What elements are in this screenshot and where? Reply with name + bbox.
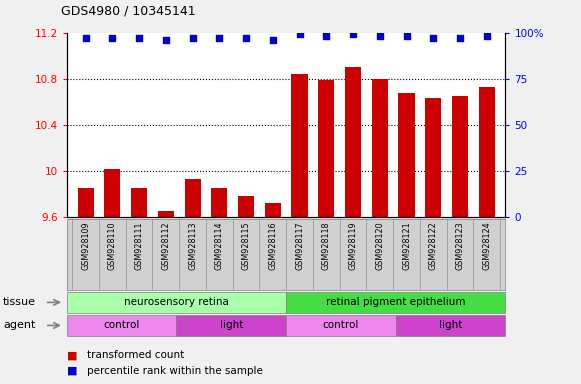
- Point: [402, 33, 411, 40]
- Text: GSM928120: GSM928120: [375, 221, 384, 270]
- Bar: [399, 93, 414, 384]
- Point: [429, 35, 438, 41]
- Point: [214, 35, 224, 41]
- Text: GSM928111: GSM928111: [135, 221, 144, 270]
- Point: [295, 31, 304, 38]
- Point: [161, 37, 170, 43]
- Point: [107, 35, 117, 41]
- Text: GDS4980 / 10345141: GDS4980 / 10345141: [61, 4, 196, 17]
- Point: [322, 33, 331, 40]
- Bar: [131, 188, 147, 384]
- Text: GSM928113: GSM928113: [188, 221, 197, 270]
- Bar: [177, 315, 286, 336]
- Bar: [158, 211, 174, 384]
- Bar: [396, 315, 505, 336]
- Bar: [67, 292, 286, 313]
- Text: GSM928118: GSM928118: [322, 221, 331, 270]
- Text: GSM928121: GSM928121: [402, 221, 411, 270]
- Text: GSM928116: GSM928116: [268, 221, 277, 270]
- Text: GSM928122: GSM928122: [429, 221, 437, 270]
- Point: [241, 35, 250, 41]
- Text: control: control: [323, 320, 359, 331]
- Text: transformed count: transformed count: [87, 350, 184, 360]
- Bar: [265, 203, 281, 384]
- Text: ■: ■: [67, 350, 77, 360]
- Bar: [286, 315, 396, 336]
- Text: tissue: tissue: [3, 297, 36, 308]
- Bar: [104, 169, 120, 384]
- Bar: [211, 188, 227, 384]
- Text: GSM928109: GSM928109: [81, 221, 90, 270]
- Point: [81, 35, 90, 41]
- Point: [375, 33, 385, 40]
- Text: GSM928110: GSM928110: [108, 221, 117, 270]
- Text: retinal pigment epithelium: retinal pigment epithelium: [326, 297, 465, 308]
- Text: GSM928119: GSM928119: [349, 221, 357, 270]
- Bar: [452, 96, 468, 384]
- Text: GSM928114: GSM928114: [215, 221, 224, 270]
- Point: [456, 35, 465, 41]
- Bar: [238, 196, 254, 384]
- Bar: [292, 74, 307, 384]
- Point: [268, 37, 277, 43]
- Text: GSM928124: GSM928124: [482, 221, 492, 270]
- Text: GSM928117: GSM928117: [295, 221, 304, 270]
- Text: ■: ■: [67, 366, 77, 376]
- Bar: [286, 292, 505, 313]
- Bar: [77, 188, 94, 384]
- Point: [134, 35, 144, 41]
- Text: GSM928112: GSM928112: [162, 221, 170, 270]
- Bar: [67, 315, 177, 336]
- Bar: [318, 80, 334, 384]
- Text: control: control: [103, 320, 140, 331]
- Bar: [345, 67, 361, 384]
- Bar: [479, 87, 495, 384]
- Point: [349, 31, 358, 38]
- Text: GSM928123: GSM928123: [456, 221, 464, 270]
- Text: GSM928115: GSM928115: [242, 221, 250, 270]
- Text: light: light: [439, 320, 462, 331]
- Bar: [372, 79, 388, 384]
- Point: [188, 35, 197, 41]
- Text: light: light: [220, 320, 243, 331]
- Text: neurosensory retina: neurosensory retina: [124, 297, 229, 308]
- Text: agent: agent: [3, 320, 35, 331]
- Bar: [425, 98, 442, 384]
- Text: percentile rank within the sample: percentile rank within the sample: [87, 366, 263, 376]
- Point: [482, 33, 492, 40]
- Bar: [185, 179, 200, 384]
